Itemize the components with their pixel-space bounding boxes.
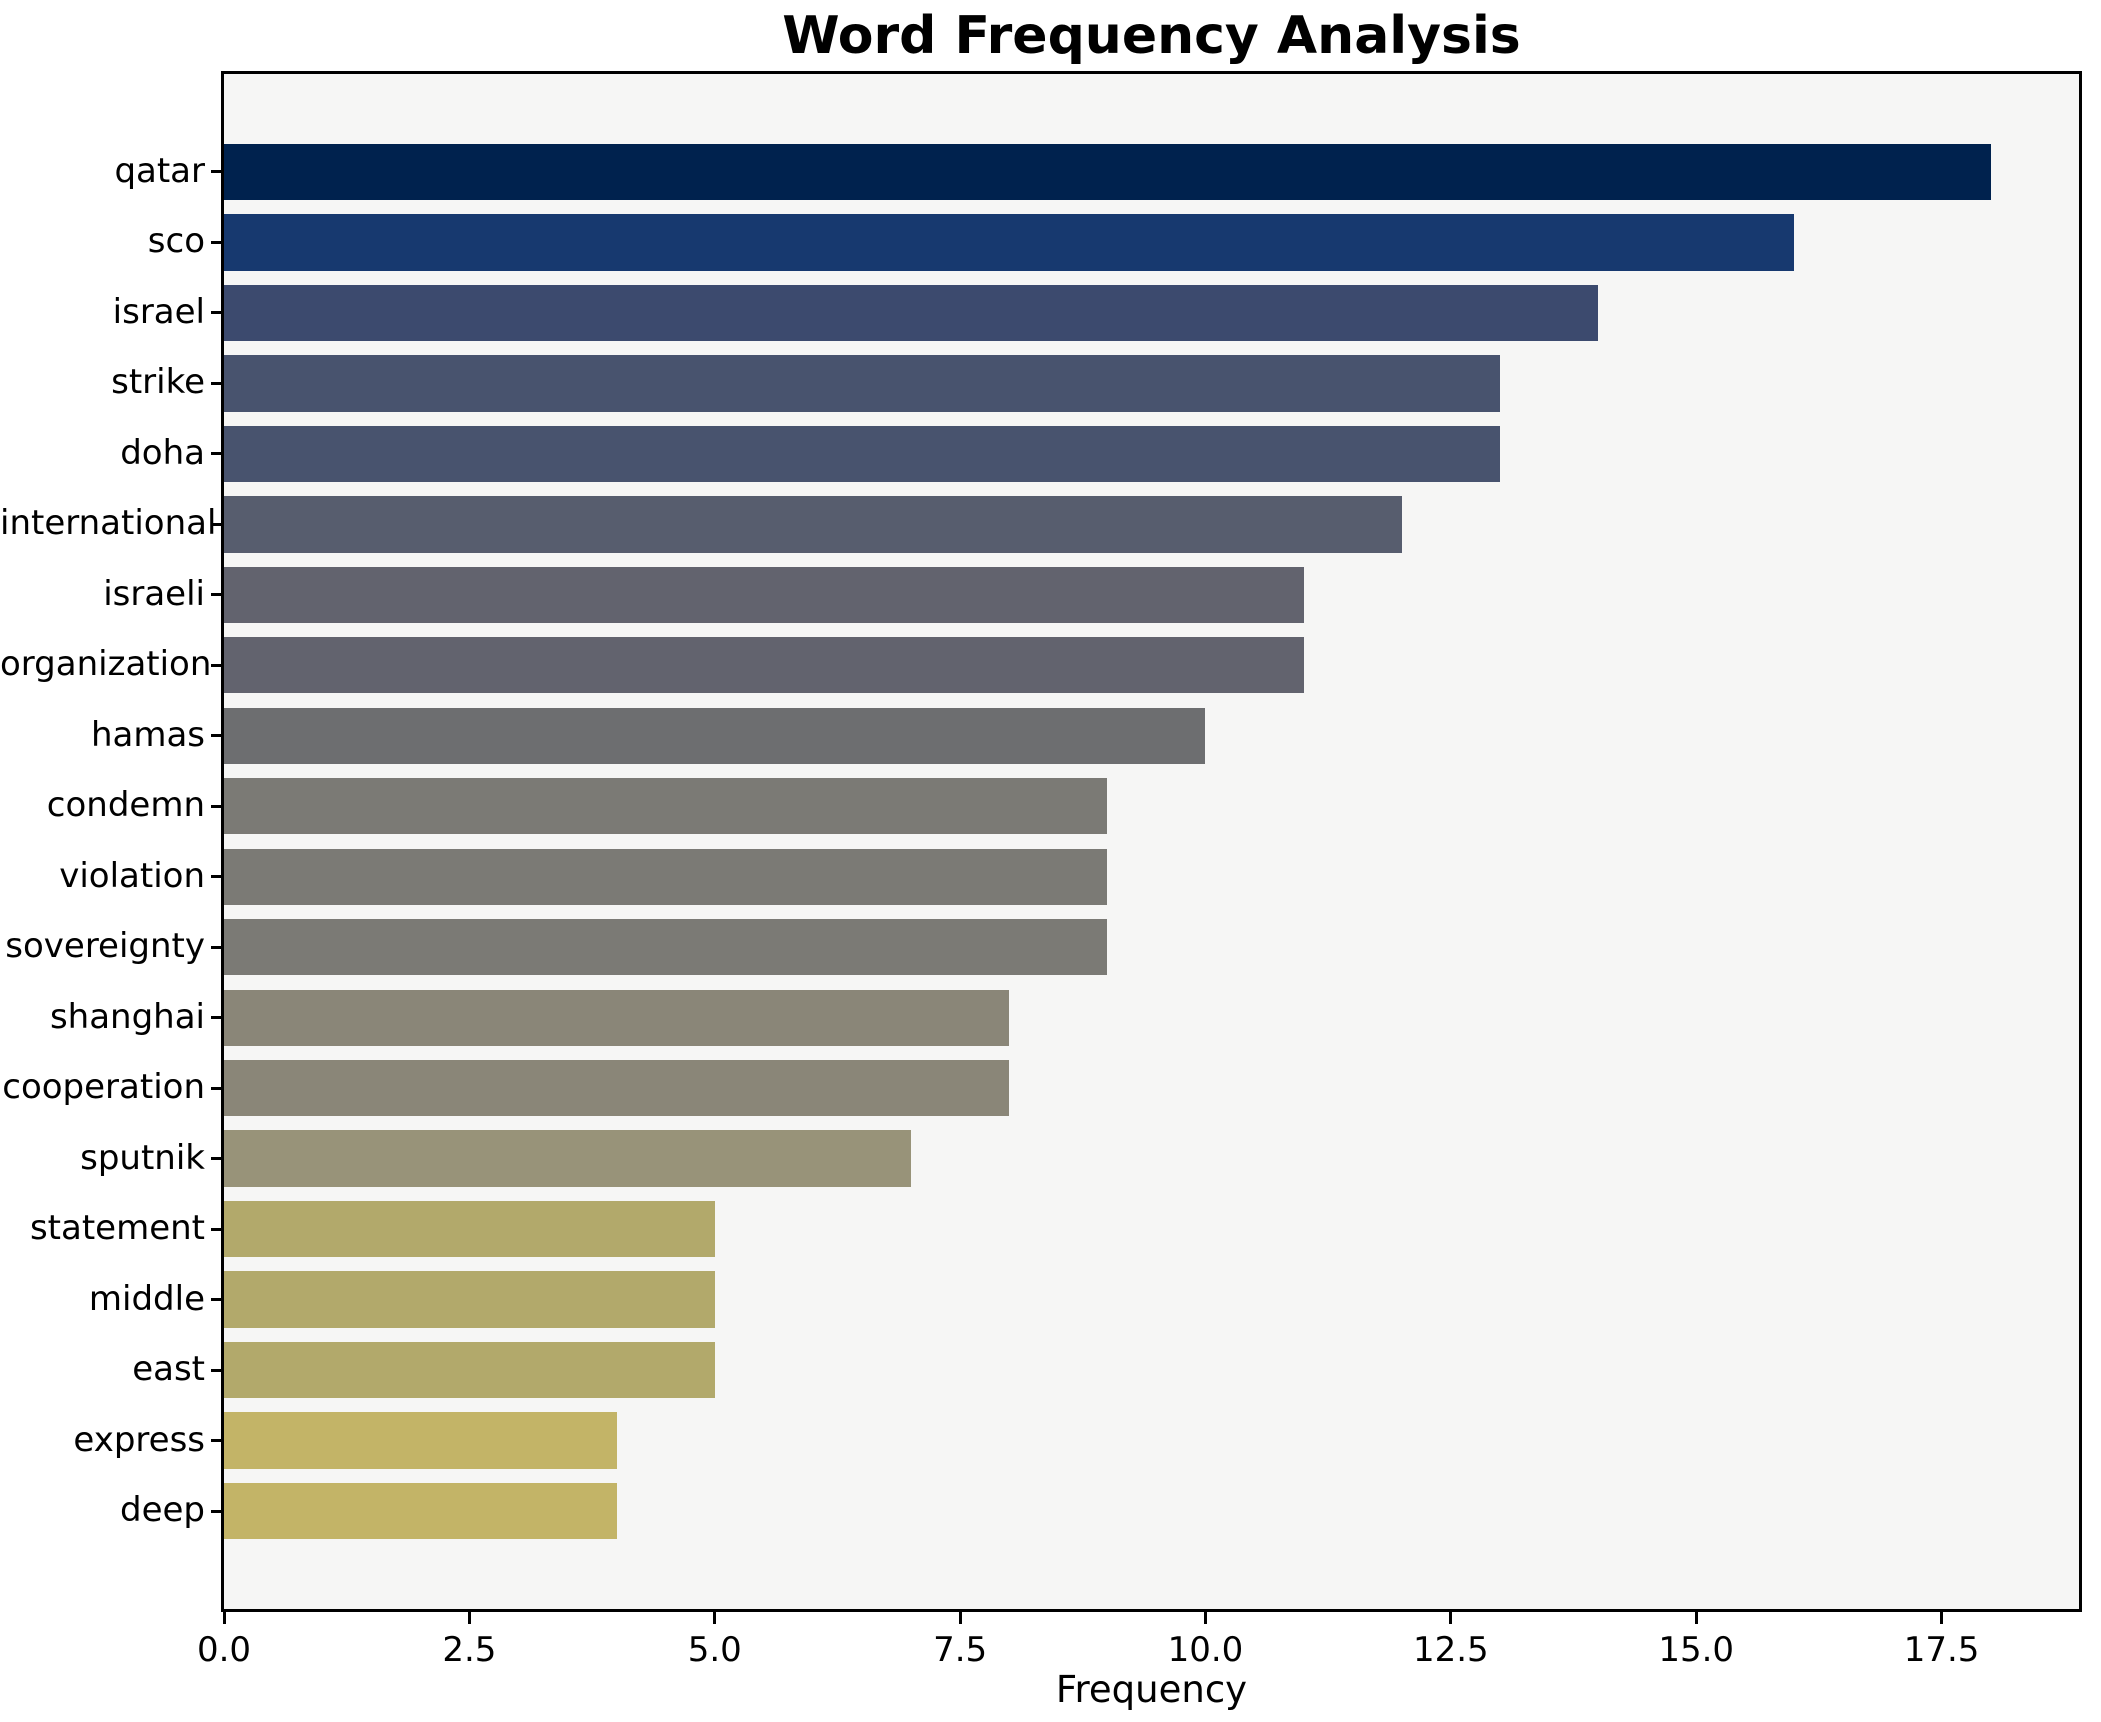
y-tick-label-statement: statement — [29, 1208, 205, 1249]
bar-statement — [224, 1200, 715, 1258]
y-tick-mark — [211, 1157, 221, 1161]
y-tick-label-strike: strike — [111, 362, 205, 403]
y-tick-mark — [211, 1298, 221, 1302]
y-tick-label-organization: organization — [0, 644, 212, 685]
y-tick-label-express: express — [73, 1419, 205, 1460]
y-tick-label-sputnik: sputnik — [80, 1137, 205, 1178]
x-tick-label-5.0: 5.0 — [687, 1630, 742, 1670]
y-tick-mark — [211, 875, 221, 879]
bar-condemn — [224, 778, 1108, 835]
y-tick-mark — [211, 734, 221, 738]
y-tick-label-sovereignty: sovereignty — [5, 926, 205, 967]
y-tick-mark — [211, 240, 221, 244]
y-tick-mark — [211, 945, 221, 949]
y-tick-label-cooperation: cooperation — [2, 1067, 205, 1108]
bar-israeli — [224, 566, 1304, 623]
bar-strike — [224, 355, 1500, 412]
y-tick-mark — [211, 1086, 221, 1090]
x-tick-mark — [222, 1612, 226, 1624]
y-tick-mark — [211, 381, 221, 385]
y-tick-label-violation: violation — [59, 855, 205, 896]
plot-area — [221, 71, 2082, 1612]
y-tick-mark — [211, 311, 221, 315]
y-tick-label-qatar: qatar — [114, 150, 205, 191]
x-tick-mark — [713, 1612, 717, 1624]
chart-title: Word Frequency Analysis — [782, 6, 1521, 66]
x-tick-label-7.5: 7.5 — [933, 1630, 988, 1670]
y-tick-label-sco: sco — [147, 221, 205, 262]
y-tick-label-shanghai: shanghai — [49, 996, 205, 1037]
y-tick-mark — [211, 804, 221, 808]
bar-doha — [224, 425, 1500, 483]
y-tick-label-israel: israel — [112, 291, 205, 332]
x-axis-label: Frequency — [1055, 1668, 1248, 1711]
y-tick-label-east: east — [132, 1349, 205, 1390]
y-tick-label-condemn: condemn — [46, 785, 205, 826]
x-tick-mark — [958, 1612, 962, 1624]
y-tick-mark — [211, 663, 221, 667]
y-tick-mark — [211, 1439, 221, 1443]
bars-container — [224, 74, 2079, 1609]
y-tick-mark — [211, 1368, 221, 1372]
bar-organization — [224, 637, 1304, 694]
bar-sputnik — [224, 1130, 912, 1187]
bar-cooperation — [224, 1059, 1010, 1117]
x-tick-label-10.0: 10.0 — [1167, 1630, 1244, 1670]
y-tick-mark — [211, 593, 221, 597]
bar-deep — [224, 1482, 617, 1540]
x-tick-label-17.5: 17.5 — [1903, 1630, 1980, 1670]
x-tick-label-2.5: 2.5 — [442, 1630, 497, 1670]
bar-shanghai — [224, 989, 1010, 1046]
bar-sovereignty — [224, 919, 1108, 976]
x-tick-mark — [467, 1612, 471, 1624]
bar-international — [224, 496, 1402, 553]
y-tick-mark — [211, 1227, 221, 1231]
x-tick-label-15.0: 15.0 — [1658, 1630, 1735, 1670]
bar-qatar — [224, 143, 1991, 201]
x-tick-mark — [1940, 1612, 1944, 1624]
y-tick-label-doha: doha — [120, 432, 205, 473]
x-tick-label-0.0: 0.0 — [196, 1630, 252, 1670]
y-tick-mark — [211, 170, 221, 174]
bar-violation — [224, 848, 1108, 905]
y-tick-label-international: international — [0, 503, 217, 544]
y-tick-mark — [211, 1016, 221, 1020]
bar-middle — [224, 1271, 715, 1328]
y-tick-label-deep: deep — [120, 1490, 205, 1531]
y-tick-label-middle: middle — [88, 1278, 205, 1319]
x-tick-mark — [1449, 1612, 1453, 1624]
y-tick-label-hamas: hamas — [90, 714, 205, 755]
x-tick-mark — [1694, 1612, 1698, 1624]
bar-east — [224, 1341, 715, 1399]
y-tick-mark — [211, 1509, 221, 1513]
bar-israel — [224, 284, 1599, 342]
x-tick-mark — [1203, 1612, 1207, 1624]
y-tick-label-israeli: israeli — [103, 573, 205, 614]
bar-express — [224, 1412, 617, 1469]
y-tick-mark — [211, 522, 221, 526]
bar-sco — [224, 214, 1795, 271]
x-tick-label-12.5: 12.5 — [1412, 1630, 1489, 1670]
y-tick-mark — [211, 452, 221, 456]
bar-hamas — [224, 707, 1206, 764]
